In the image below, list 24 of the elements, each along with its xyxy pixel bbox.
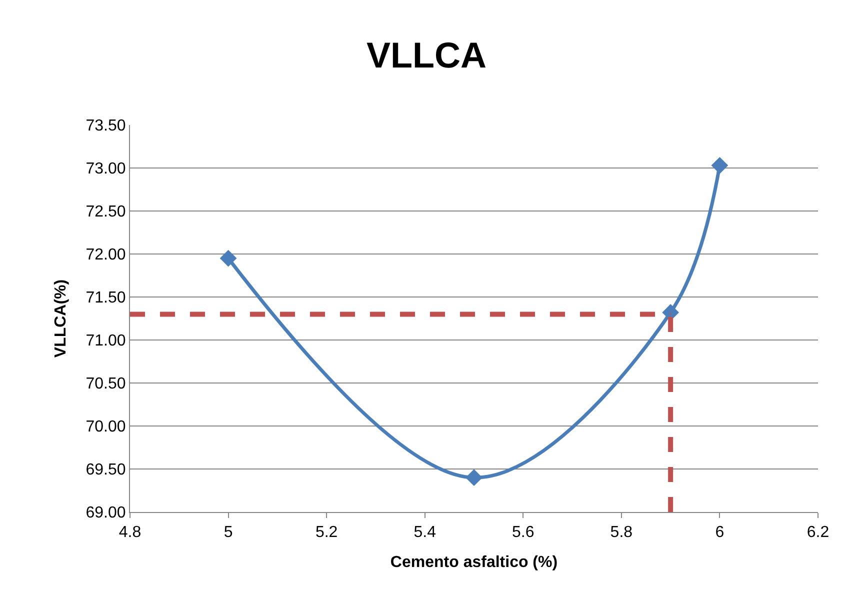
y-tick-label: 71.50 xyxy=(86,290,126,307)
point xyxy=(220,250,237,267)
point xyxy=(466,469,482,486)
y-tick-label: 69.00 xyxy=(86,504,126,522)
point xyxy=(711,156,728,174)
y-tick-label: 72.50 xyxy=(86,204,126,221)
x-tick-label: 5.4 xyxy=(414,524,436,542)
x-tick-label: 5.8 xyxy=(610,524,633,542)
y-tick-label: 69.50 xyxy=(86,462,126,479)
y-tick-label: 70.00 xyxy=(86,418,126,436)
y-tick-label: 70.50 xyxy=(86,376,126,393)
y-axis-title: VLLCA(%) xyxy=(52,279,70,358)
y-tick-label: 72.00 xyxy=(86,246,126,264)
x-axis-title: Cemento asfaltico (%) xyxy=(390,554,558,571)
x-tick-label: 5.2 xyxy=(315,524,338,542)
y-tick-label: 73.50 xyxy=(86,118,126,135)
x-tick-label: 6 xyxy=(715,524,724,542)
y-tick-label: 71.00 xyxy=(86,332,126,350)
x-tick-label: 5 xyxy=(224,524,233,542)
x-tick-label: 4.8 xyxy=(118,524,142,542)
y-tick-label: 73.00 xyxy=(86,160,126,178)
x-tick-label: 5.6 xyxy=(512,524,534,542)
chart-title: VLLCA xyxy=(366,34,486,76)
x-tick-label: 6.2 xyxy=(806,524,830,542)
